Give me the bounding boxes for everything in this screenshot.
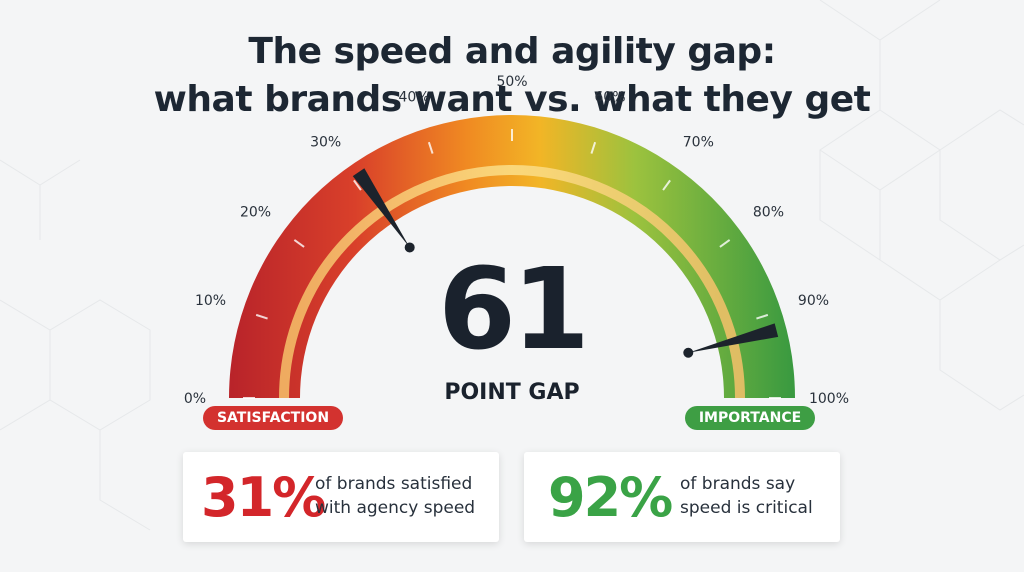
- gauge-ticks: [243, 129, 781, 399]
- gauge-needles: [352, 168, 779, 358]
- stat-description-line-2: with agency speed: [315, 498, 476, 518]
- gauge-tick-labels: 0% 10% 20% 30% 40% 50% 60% 70% 80% 90% 100%: [184, 74, 849, 407]
- gauge-tick-label: 10%: [195, 293, 226, 309]
- importance-badge: IMPORTANCE: [685, 406, 815, 430]
- gauge-tick-label: 50%: [496, 74, 527, 90]
- gap-label: POINT GAP: [444, 380, 580, 405]
- gauge-tick-label: 80%: [753, 205, 784, 221]
- gauge-tick: [293, 239, 305, 248]
- stat-value: 92%: [548, 466, 673, 529]
- gauge-tick: [719, 239, 731, 248]
- stat-value: 31%: [201, 466, 326, 529]
- gauge-needle-tip: [404, 242, 415, 253]
- gap-value: 61: [438, 245, 590, 375]
- gauge-tick: [255, 313, 268, 320]
- stat-description-line-1: of brands satisfied: [315, 474, 473, 494]
- satisfaction-badge: SATISFACTION: [203, 406, 343, 430]
- gauge-needle-tip: [683, 347, 694, 358]
- stat-description: of brands satisfied with agency speed: [315, 472, 475, 520]
- gauge-tick-label: 70%: [683, 135, 714, 151]
- gauge-tick: [662, 179, 671, 191]
- stat-description: of brands say speed is critical: [680, 472, 813, 520]
- gauge-needle: [688, 323, 779, 353]
- gauge-needle: [352, 168, 410, 248]
- page-title: The speed and agility gap: what brands w…: [0, 28, 1024, 124]
- stat-description-line-2: speed is critical: [680, 498, 813, 518]
- gauge-tick: [756, 313, 769, 320]
- title-line-1: The speed and agility gap:: [248, 31, 776, 72]
- stat-description-line-1: of brands say: [680, 474, 796, 494]
- stat-card-satisfaction: 31% of brands satisfied with agency spee…: [183, 452, 499, 542]
- gauge-tick: [427, 141, 434, 154]
- gauge-tick-label: 0%: [184, 391, 206, 407]
- gauge-tick-label: 60%: [594, 90, 625, 106]
- gauge-highlight: [279, 165, 745, 399]
- gauge-tick-label: 30%: [310, 135, 341, 151]
- gauge-tick-label: 20%: [240, 205, 271, 221]
- gauge-tick-label: 90%: [798, 293, 829, 309]
- title-line-2: what brands want vs. what they get: [153, 79, 871, 120]
- gauge-tick-label: 40%: [398, 90, 429, 106]
- gauge-tick: [590, 141, 597, 154]
- gauge-tick-label: 100%: [809, 391, 849, 407]
- gauge-tick: [353, 179, 362, 191]
- stat-card-importance: 92% of brands say speed is critical: [524, 452, 840, 542]
